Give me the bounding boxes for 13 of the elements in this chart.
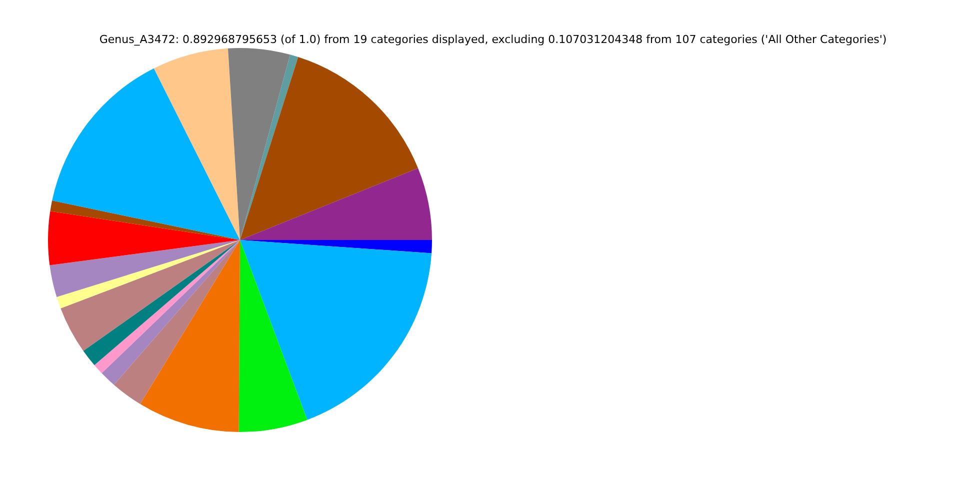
pie-slice <box>240 240 432 420</box>
pie-slice <box>238 240 308 432</box>
pie-slice <box>240 168 432 240</box>
text: Genus_A3472: 0.892968795653 (of 1.0) from 19 categories displayed, excluding 0.107031204348 from 107 categories ('All Other Categories') <box>99 33 887 46</box>
pie-slice <box>56 240 240 308</box>
pie-slice <box>240 54 298 240</box>
pie-slice <box>140 240 240 432</box>
pie-slice <box>154 48 240 240</box>
pie-slice <box>50 200 240 240</box>
pie-slice <box>52 68 240 240</box>
pie-slice <box>48 211 240 266</box>
pie-slice <box>240 57 418 240</box>
pie-slice <box>228 48 290 240</box>
